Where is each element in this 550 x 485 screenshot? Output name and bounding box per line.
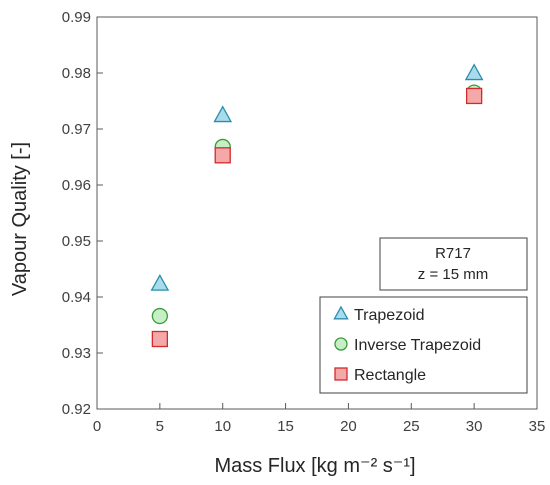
y-axis-title: Vapour Quality [-] [9,142,31,296]
legend-label: Inverse Trapezoid [354,337,481,354]
data-point-square [214,147,231,164]
y-tick-label: 0.92 [62,401,91,418]
legend-label: Rectangle [354,367,426,384]
y-tick-label: 0.93 [62,345,91,362]
data-point-circle [151,307,169,325]
legend-marker-triangle [333,305,349,320]
data-point-square [151,330,169,348]
y-axis: 0.92 0.93 0.94 0.95 0.96 0.97 0.98 0.99 [62,9,103,418]
x-tick-label: 5 [156,418,164,435]
data-points [150,63,484,348]
x-axis: 0 5 10 15 20 25 30 35 [93,403,546,435]
y-tick-label: 0.96 [62,177,91,194]
data-point-triangle [213,105,233,123]
data-point-triangle [464,63,484,81]
y-tick-label: 0.98 [62,65,91,82]
annotation-line-1: R717 [435,245,471,262]
x-tick-label: 35 [529,418,546,435]
x-tick-label: 25 [403,418,420,435]
x-tick-label: 15 [277,418,294,435]
x-tick-label: 10 [214,418,231,435]
y-tick-label: 0.95 [62,233,91,250]
legend-label: Trapezoid [354,307,425,324]
annotation-line-2: z = 15 mm [418,266,488,283]
plot-border [96,16,538,410]
x-tick-label: 20 [340,418,357,435]
y-tick-label: 0.94 [62,289,91,306]
data-point-square [465,87,483,105]
legend-marker-square [334,367,348,381]
y-tick-label: 0.99 [62,9,91,26]
y-tick-label: 0.97 [62,121,91,138]
data-point-triangle [150,273,170,291]
legend: Trapezoid Inverse Trapezoid Rectangle [319,296,528,394]
x-axis-title: Mass Flux [kg m⁻² s⁻¹] [214,455,415,477]
x-tick-label: 30 [466,418,483,435]
annotation-box: R717 z = 15 mm [379,237,528,291]
x-tick-label: 0 [93,418,101,435]
plot-area [96,16,538,410]
legend-marker-circle [334,337,348,351]
